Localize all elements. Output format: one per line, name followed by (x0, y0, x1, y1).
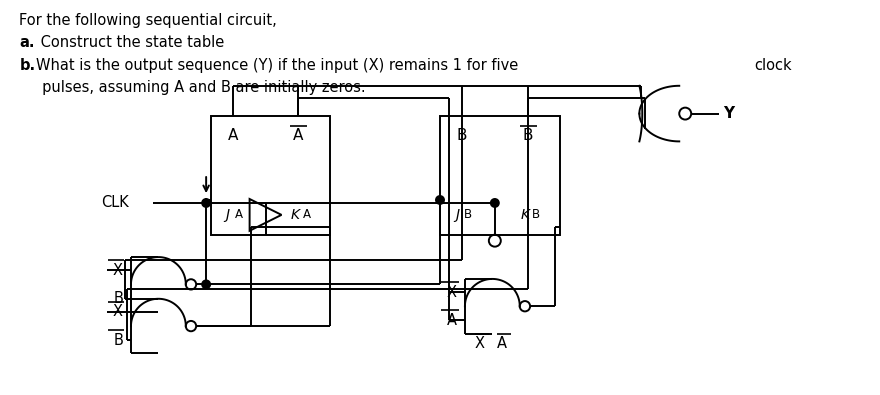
Text: A: A (235, 209, 243, 221)
Text: What is the output sequence (Y) if the input (X) remains 1 for five: What is the output sequence (Y) if the i… (36, 58, 518, 73)
Text: a.: a. (19, 35, 35, 50)
Bar (210, 116, 330, 235)
Circle shape (202, 199, 210, 207)
Text: X: X (475, 337, 485, 352)
Text: B: B (464, 209, 472, 221)
Text: A: A (447, 313, 457, 328)
Circle shape (202, 280, 210, 288)
Text: B: B (114, 333, 123, 348)
Text: K: K (291, 208, 300, 222)
Text: A: A (303, 209, 311, 221)
Text: A: A (227, 128, 238, 143)
Text: clock: clock (754, 58, 792, 73)
Text: X: X (113, 305, 123, 320)
Text: J: J (455, 208, 459, 222)
Text: Construct the state table: Construct the state table (36, 35, 224, 50)
Circle shape (491, 199, 499, 207)
Text: Y: Y (723, 106, 735, 121)
Text: b.: b. (19, 58, 35, 73)
Text: For the following sequential circuit,: For the following sequential circuit, (19, 13, 277, 28)
Text: B: B (457, 128, 467, 143)
Text: A: A (497, 337, 507, 352)
Text: A: A (293, 128, 304, 143)
Bar (440, 116, 560, 235)
Text: X: X (113, 263, 123, 278)
Text: J: J (225, 208, 230, 222)
Text: X: X (447, 284, 457, 299)
Text: pulses, assuming A and B are initially zeros.: pulses, assuming A and B are initially z… (19, 80, 366, 95)
Text: B: B (532, 209, 539, 221)
Circle shape (436, 196, 444, 204)
Text: CLK: CLK (101, 196, 128, 211)
Text: B: B (523, 128, 533, 143)
Text: K: K (520, 208, 529, 222)
Text: B: B (114, 291, 123, 306)
